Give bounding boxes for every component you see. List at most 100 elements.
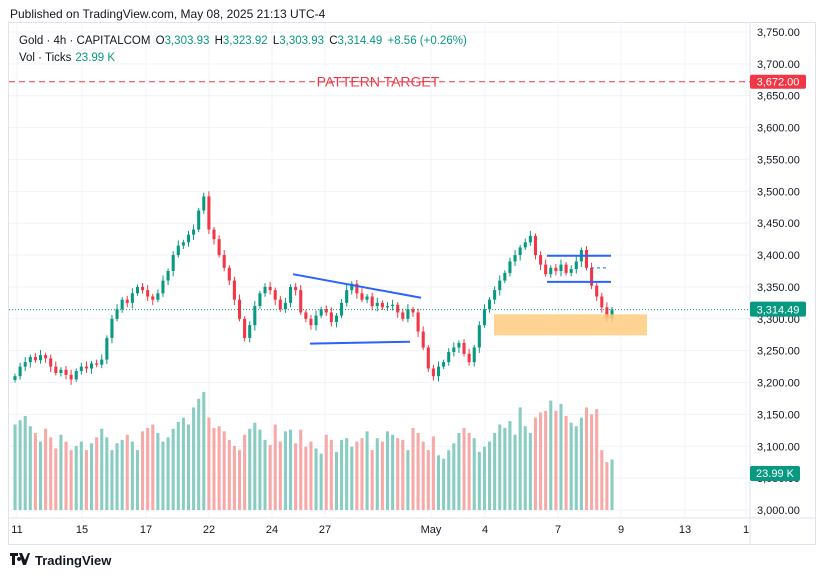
volume-bar xyxy=(396,438,400,510)
volume-bar xyxy=(135,450,139,510)
candle-body xyxy=(304,312,308,319)
candle-body xyxy=(33,357,37,361)
volume-bar xyxy=(227,439,231,510)
support-zone xyxy=(494,314,647,336)
candle-body xyxy=(18,366,22,377)
candle-body xyxy=(411,309,415,313)
candle-body xyxy=(125,299,129,303)
volume-bar xyxy=(503,427,507,510)
candle-body xyxy=(294,286,298,291)
candle-body xyxy=(222,255,226,268)
volume-bar xyxy=(273,424,277,510)
volume-bar xyxy=(431,436,435,510)
candle-body xyxy=(278,299,282,310)
candle-body xyxy=(416,312,420,332)
volume-bar xyxy=(289,429,293,510)
price-tick-label: 3,550.00 xyxy=(757,154,800,166)
candle-body xyxy=(482,309,486,326)
volume-bar xyxy=(421,441,425,510)
time-tick-label: 15 xyxy=(76,524,88,536)
symbol-name[interactable]: Gold · 4h · CAPITALCOM xyxy=(19,35,151,47)
price-tick-label: 3,600.00 xyxy=(757,123,800,135)
candle-body xyxy=(549,267,553,275)
volume-bar xyxy=(146,427,150,510)
volume-bar xyxy=(197,398,201,510)
volume-bar xyxy=(299,429,303,510)
candle-body xyxy=(181,242,185,246)
candle-body xyxy=(74,371,78,380)
low-value: 3,303.93 xyxy=(279,35,325,47)
low-label: L xyxy=(272,35,280,47)
candle-body xyxy=(151,296,155,300)
candle-body xyxy=(227,267,231,281)
volume-bar xyxy=(13,424,17,510)
price-tick-label: 3,300.00 xyxy=(757,314,800,326)
candle-body xyxy=(202,196,206,211)
volume-bar xyxy=(38,441,43,510)
volume-bar xyxy=(380,441,384,510)
candle-body xyxy=(380,302,384,308)
high-value: 3,323.92 xyxy=(222,35,268,47)
candle-body xyxy=(396,304,400,313)
time-tick-label: 22 xyxy=(203,524,215,536)
volume-bar xyxy=(319,453,323,510)
price-tick-label: 3,000.00 xyxy=(757,505,800,517)
volume-bar xyxy=(125,434,129,510)
candle-body xyxy=(360,293,364,300)
volume-bar xyxy=(401,439,405,510)
volume-bar xyxy=(309,441,313,510)
candle-body xyxy=(533,235,537,256)
tradingview-logo-icon xyxy=(10,553,30,568)
volume-bar xyxy=(278,441,282,510)
time-tick-label: 7 xyxy=(555,524,561,536)
tradingview-brand[interactable]: TradingView xyxy=(10,553,111,568)
volume-badge-value: 23.99 K xyxy=(756,468,795,480)
candle-body xyxy=(334,315,338,322)
volume-bar xyxy=(151,424,155,510)
candle-body xyxy=(518,247,522,256)
candle-body xyxy=(237,299,242,319)
volume-bar xyxy=(513,434,517,510)
volume-bar xyxy=(161,441,165,510)
volume-bar xyxy=(176,421,180,510)
volume-bar xyxy=(237,450,242,510)
volume-bar xyxy=(44,428,48,510)
candle-body xyxy=(258,293,262,307)
candle-body xyxy=(544,264,548,275)
candle-body xyxy=(273,290,277,300)
volume-bar xyxy=(54,448,58,510)
open-value: 3,303.93 xyxy=(164,35,210,47)
upper-trendline xyxy=(292,273,422,299)
volume-bar xyxy=(416,433,420,510)
volume-bar xyxy=(360,438,364,510)
volume-bar xyxy=(447,450,451,510)
volume-bar xyxy=(90,443,94,510)
candle-body xyxy=(340,302,344,316)
volume-legend[interactable]: Vol · Ticks 23.99 K xyxy=(19,52,115,64)
candle-body xyxy=(110,318,114,338)
volume-bar xyxy=(472,438,476,510)
volume-bar xyxy=(212,427,216,510)
candle-body xyxy=(176,245,180,256)
price-tick-label: 3,400.00 xyxy=(757,250,800,262)
volume-bar xyxy=(248,428,252,510)
candle-body xyxy=(355,283,359,294)
volume-bar xyxy=(406,450,410,510)
volume-bar xyxy=(600,450,604,510)
price-tick-label: 3,650.00 xyxy=(757,91,800,103)
candle-body xyxy=(559,264,563,271)
price-tick-label: 3,250.00 xyxy=(757,346,800,358)
volume-bar xyxy=(544,410,548,510)
volume-bar xyxy=(74,445,78,510)
candle-body xyxy=(146,290,150,297)
candle-body xyxy=(472,347,476,363)
volume-bar xyxy=(595,409,599,510)
volume-bar xyxy=(523,426,527,510)
volume-bar xyxy=(385,431,390,510)
symbol-legend[interactable]: Gold · 4h · CAPITALCOM O3,303.93 H3,323.… xyxy=(19,35,469,47)
time-tick-label: 24 xyxy=(266,524,278,536)
candle-body xyxy=(120,299,124,310)
candle-body xyxy=(584,249,589,268)
volume-bar xyxy=(442,458,446,510)
